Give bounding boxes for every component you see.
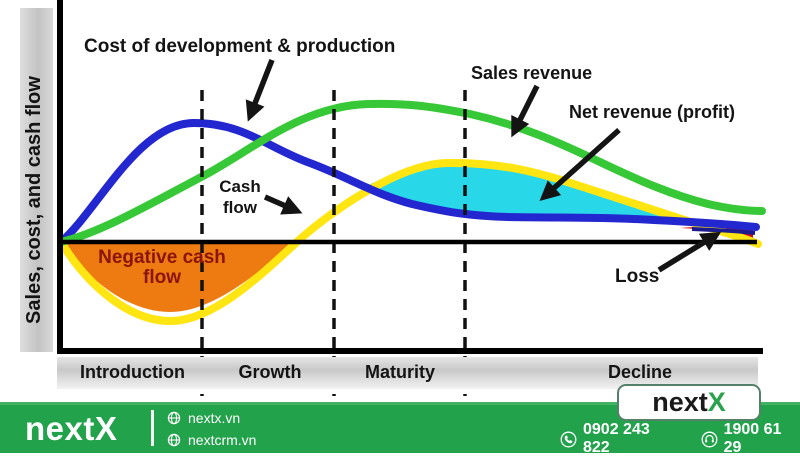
cost-curve <box>57 118 760 246</box>
website-url[interactable]: nextx.vn <box>188 410 241 426</box>
loss-annotation: Loss <box>615 266 660 287</box>
phone-number[interactable]: 0902 243 822 <box>583 421 650 456</box>
navy-stripe <box>691 227 756 235</box>
sales-arrow <box>511 84 540 138</box>
phone-icon <box>560 431 577 448</box>
phone-item: 0902 243 822 <box>560 421 677 457</box>
website-row: nextcrm.vn <box>167 429 256 451</box>
badge-text-next: next <box>652 387 708 417</box>
loss-arrow <box>657 231 722 273</box>
globe-icon <box>167 411 181 425</box>
hotline-icon <box>701 431 718 448</box>
footer-phones: 0902 243 822 1900 61 29 <box>560 421 800 457</box>
sales-revenue-annotation: Sales revenue <box>471 63 593 83</box>
brand-badge: next X <box>617 384 761 421</box>
phase-growth: Growth <box>238 362 302 382</box>
website-row: nextx.vn <box>167 407 256 429</box>
y-axis-strip <box>20 8 53 352</box>
phase-axis-bar <box>57 357 758 389</box>
cost-arrow <box>245 58 275 122</box>
phase-decline: Decline <box>607 362 673 382</box>
globe-icon <box>167 433 181 447</box>
footer-bar: next X nextX nextx.vn <box>0 384 800 456</box>
badge-text-x: X <box>707 387 726 417</box>
phone-number[interactable]: 1900 61 29 <box>723 421 782 456</box>
cash-flow-curve <box>57 158 762 326</box>
negative-cash-flow-area <box>62 242 296 312</box>
footer-brand-logo: nextX <box>25 410 118 447</box>
footer-websites: nextx.vn nextcrm.vn <box>167 407 256 451</box>
cash-flow-arrow <box>263 194 303 215</box>
cost-annotation: Cost of development & production <box>84 36 396 57</box>
negative-cash-flow-annotation: Negative cash flow <box>98 247 226 288</box>
footer-divider <box>151 410 154 446</box>
phase-introduction: Introduction <box>80 362 185 382</box>
profit-area <box>364 163 698 222</box>
cash-flow-annotation: Cash flow <box>219 177 261 217</box>
net-revenue-annotation: Net revenue (profit) <box>569 102 736 122</box>
phase-maturity: Maturity <box>364 362 435 382</box>
website-url[interactable]: nextcrm.vn <box>188 432 257 448</box>
net-revenue-arrow <box>539 127 621 201</box>
sales-revenue-curve <box>57 99 766 246</box>
phone-item: 1900 61 29 <box>701 421 800 457</box>
